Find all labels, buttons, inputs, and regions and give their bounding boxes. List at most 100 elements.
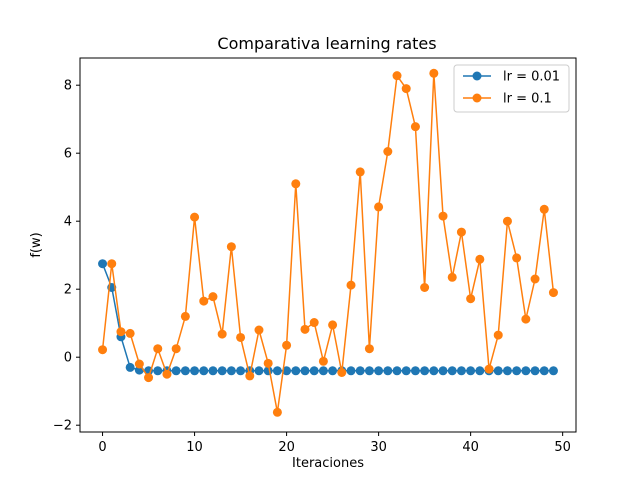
series-1-point <box>383 366 393 376</box>
series-2-point <box>291 179 301 189</box>
series-2-point <box>245 371 255 381</box>
legend: lr = 0.01 lr = 0.1 <box>453 64 570 113</box>
series-1-point <box>530 366 540 376</box>
y-tick-label: 0 <box>64 351 72 366</box>
series-1-point <box>355 366 365 376</box>
series-1-point <box>364 366 374 376</box>
series-1-point <box>236 366 246 376</box>
series-1-point <box>539 366 549 376</box>
series-1 <box>98 259 558 376</box>
series-2-point <box>226 242 236 252</box>
series-2-point <box>134 359 144 369</box>
series-2-point <box>300 324 310 334</box>
series-2-point <box>309 318 319 328</box>
series-2-point <box>493 330 503 340</box>
series-2-point <box>328 320 338 330</box>
chart-title: Comparativa learning rates <box>217 34 436 53</box>
series-1-point <box>272 366 282 376</box>
series-2-point <box>429 68 439 78</box>
series-2-point <box>236 332 246 342</box>
series-2-point <box>318 356 328 366</box>
series-2-point <box>447 272 457 282</box>
legend-marker-series-1 <box>472 71 482 81</box>
series-1-point <box>410 366 420 376</box>
series-2-point <box>374 202 384 212</box>
series-1-point <box>429 366 439 376</box>
series-layer <box>98 68 558 417</box>
series-2-point <box>383 147 393 156</box>
series-2 <box>98 68 558 417</box>
series-1-point <box>291 366 301 376</box>
series-1-point <box>466 366 476 376</box>
series-2-point <box>263 358 273 368</box>
series-1-point <box>254 366 264 376</box>
series-1-point <box>282 366 292 376</box>
plot-frame <box>79 57 577 433</box>
series-1-point <box>401 366 411 376</box>
x-tick-label: 40 <box>462 440 479 455</box>
series-2-point <box>125 328 135 338</box>
series-2-point <box>107 259 117 269</box>
series-2-point <box>272 407 282 417</box>
series-2-point <box>539 204 549 214</box>
x-tick-label: 20 <box>278 440 295 455</box>
series-2-point <box>162 369 172 379</box>
series-1-point <box>548 366 558 376</box>
series-1-point <box>502 366 512 376</box>
series-2-point <box>410 122 420 132</box>
series-1-point <box>521 366 531 376</box>
series-2-point <box>530 274 540 284</box>
series-2-point <box>282 340 292 350</box>
series-1-point <box>374 366 384 376</box>
series-2-point <box>116 327 126 337</box>
series-1-point <box>346 366 356 376</box>
series-1-point <box>438 366 448 376</box>
series-1-point <box>392 366 402 376</box>
series-1-point <box>447 366 457 376</box>
series-2-point <box>548 288 558 298</box>
series-2-point <box>502 216 512 226</box>
series-1-point <box>318 366 328 376</box>
series-1-point <box>98 259 108 269</box>
series-1-point <box>309 366 319 376</box>
legend-label-series-1: lr = 0.01 <box>503 70 560 85</box>
series-1-point <box>300 366 310 376</box>
series-2-point <box>475 254 485 264</box>
series-2-point <box>456 227 466 237</box>
series-1-point <box>493 366 503 376</box>
x-tick-label: 10 <box>186 440 203 455</box>
series-2-point <box>420 283 430 292</box>
series-1-point <box>125 362 135 372</box>
series-2-point <box>346 280 356 290</box>
legend-label-series-2: lr = 0.1 <box>503 92 552 107</box>
series-1-point <box>171 366 181 376</box>
series-2-point <box>512 253 522 263</box>
series-1-point <box>475 366 485 376</box>
series-1-point <box>420 366 430 376</box>
y-tick-label: 8 <box>64 79 72 94</box>
series-1-point <box>180 366 190 376</box>
series-2-point <box>153 344 163 354</box>
series-2-point <box>392 71 402 81</box>
series-2-point <box>337 368 347 377</box>
series-2-point <box>521 314 531 324</box>
ticks-layer: 0 10 20 30 40 50 −2 0 2 4 6 8 <box>53 79 571 455</box>
series-1-point <box>226 366 236 376</box>
x-axis-label: Iteraciones <box>292 456 364 471</box>
series-2-point <box>199 296 209 306</box>
series-2-point <box>438 211 448 221</box>
series-2-point <box>190 212 200 222</box>
series-1-point <box>456 366 466 376</box>
legend-marker-series-2 <box>472 93 482 103</box>
series-2-point <box>98 345 108 355</box>
series-1-point <box>190 366 200 376</box>
x-tick-label: 50 <box>554 440 571 455</box>
y-tick-label: 6 <box>64 147 72 162</box>
series-1-point <box>217 366 227 376</box>
series-2-point <box>180 311 190 321</box>
series-1-point <box>208 366 218 376</box>
x-tick-label: 30 <box>370 440 387 455</box>
series-2-point <box>144 373 154 383</box>
series-2-point <box>171 344 181 354</box>
